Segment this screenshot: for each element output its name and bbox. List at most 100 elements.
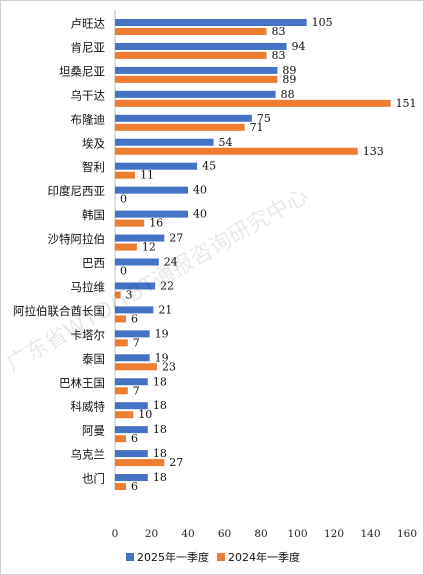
data-label-2025q1: 18 xyxy=(153,375,167,388)
bar-series-2024q1 xyxy=(115,75,278,83)
bar-series-2024q1 xyxy=(115,435,126,443)
category-label: 肯尼亚 xyxy=(71,40,106,54)
bar-series-2024q1 xyxy=(115,147,358,155)
legend-label-2025q1: 2025年一季度 xyxy=(137,550,209,564)
bar-series-2025q1 xyxy=(115,378,148,386)
category-label: 巴西 xyxy=(82,256,105,270)
data-label-2024q1: 6 xyxy=(131,432,138,445)
bar-series-2025q1 xyxy=(115,19,307,26)
category-label: 卢旺达 xyxy=(71,17,106,31)
data-label-2024q1: 133 xyxy=(363,145,384,158)
data-label-2025q1: 18 xyxy=(153,423,167,436)
category-label: 韩国 xyxy=(82,208,105,222)
category-label: 埃及 xyxy=(82,136,105,150)
data-label-2024q1: 23 xyxy=(162,360,176,373)
bar-series-2025q1 xyxy=(115,114,252,122)
legend: 2025年一季度 2024年一季度 xyxy=(126,550,300,564)
bar-series-2024q1 xyxy=(115,411,134,419)
data-label-2025q1: 22 xyxy=(160,279,174,292)
bar-series-2024q1 xyxy=(115,459,165,467)
data-label-2025q1: 40 xyxy=(193,184,207,197)
category-label: 印度尼西亚 xyxy=(48,184,106,198)
data-label-2024q1: 151 xyxy=(396,97,417,110)
legend-swatch-2024q1 xyxy=(217,553,225,561)
category-label: 乌干达 xyxy=(71,88,106,102)
bar-series-2025q1 xyxy=(115,258,159,266)
legend-swatch-2025q1 xyxy=(126,553,134,561)
bar-series-2024q1 xyxy=(115,99,391,107)
bar-series-2025q1 xyxy=(115,138,214,146)
x-tick-label: 20 xyxy=(145,528,158,540)
x-tick-label: 40 xyxy=(181,528,194,540)
data-label-2024q1: 71 xyxy=(250,121,264,134)
data-label-2025q1: 94 xyxy=(292,40,306,53)
data-label-2024q1: 6 xyxy=(131,480,138,493)
data-label-2024q1: 6 xyxy=(131,312,138,325)
bar-series-2024q1 xyxy=(115,219,145,227)
category-label: 巴林王国 xyxy=(59,376,105,390)
data-label-2024q1: 16 xyxy=(149,217,163,230)
bar-series-2024q1 xyxy=(115,51,267,59)
data-label-2025q1: 40 xyxy=(193,208,207,221)
data-label-2024q1: 89 xyxy=(282,73,296,86)
bar-series-2024q1 xyxy=(115,171,136,179)
bar-series-2024q1 xyxy=(115,387,128,395)
category-label: 阿拉伯联合酋长国 xyxy=(13,304,105,318)
category-label: 泰国 xyxy=(82,352,105,366)
bar-series-2024q1 xyxy=(115,28,267,35)
category-label: 布隆迪 xyxy=(71,112,106,126)
data-label-2025q1: 18 xyxy=(153,399,167,412)
data-label-2025q1: 24 xyxy=(164,256,178,269)
x-tick-label: 0 xyxy=(112,528,119,540)
category-label: 科威特 xyxy=(71,400,106,414)
data-label-2024q1: 10 xyxy=(138,408,152,421)
category-label: 也门 xyxy=(82,472,105,486)
bar-series-2024q1 xyxy=(115,363,157,371)
data-label-2024q1: 7 xyxy=(133,384,140,397)
category-label: 阿曼 xyxy=(82,424,105,438)
bar-series-2025q1 xyxy=(115,162,198,170)
data-label-2025q1: 88 xyxy=(281,88,295,101)
data-label-2025q1: 27 xyxy=(169,232,183,245)
data-label-2025q1: 21 xyxy=(158,303,172,316)
data-label-2024q1: 83 xyxy=(271,25,285,38)
data-label-2024q1: 0 xyxy=(120,193,127,206)
bar-series-2025q1 xyxy=(115,474,148,482)
bar-series-2025q1 xyxy=(115,90,276,98)
data-label-2025q1: 19 xyxy=(155,351,169,364)
bar-series-2025q1 xyxy=(115,42,287,50)
bar-series-2025q1 xyxy=(115,426,148,434)
data-label-2024q1: 12 xyxy=(142,241,156,254)
bar-series-2024q1 xyxy=(115,483,126,491)
data-label-2025q1: 89 xyxy=(282,64,296,77)
bar-series-2025q1 xyxy=(115,450,148,458)
data-label-2024q1: 27 xyxy=(169,456,183,469)
x-tick-label: 140 xyxy=(360,528,380,540)
bar-series-2024q1 xyxy=(115,123,245,131)
x-tick-label: 160 xyxy=(397,528,417,540)
data-label-2025q1: 19 xyxy=(155,327,169,340)
bar-series-2025q1 xyxy=(115,66,278,74)
bar-series-2024q1 xyxy=(115,315,126,323)
category-label: 沙特阿拉伯 xyxy=(48,232,106,246)
bar-series-2025q1 xyxy=(115,234,165,242)
data-label-2024q1: 11 xyxy=(140,169,154,182)
data-label-2024q1: 83 xyxy=(271,49,285,62)
legend-label-2024q1: 2024年一季度 xyxy=(228,550,300,564)
data-label-2024q1: 7 xyxy=(133,336,140,349)
category-label: 智利 xyxy=(82,160,105,174)
bar-series-2024q1 xyxy=(115,339,128,347)
bar-series-2025q1 xyxy=(115,354,150,362)
x-tick-label: 80 xyxy=(254,528,267,540)
bar-series-2024q1 xyxy=(115,243,137,251)
bar-series-2025q1 xyxy=(115,330,150,338)
data-label-2024q1: 3 xyxy=(125,288,132,301)
category-label: 马拉维 xyxy=(71,280,106,294)
x-tick-label: 120 xyxy=(324,528,344,540)
bar-series-2025q1 xyxy=(115,282,156,290)
category-label: 坦桑尼亚 xyxy=(59,64,105,78)
bar-series-2025q1 xyxy=(115,402,148,410)
x-tick-label: 60 xyxy=(218,528,231,540)
